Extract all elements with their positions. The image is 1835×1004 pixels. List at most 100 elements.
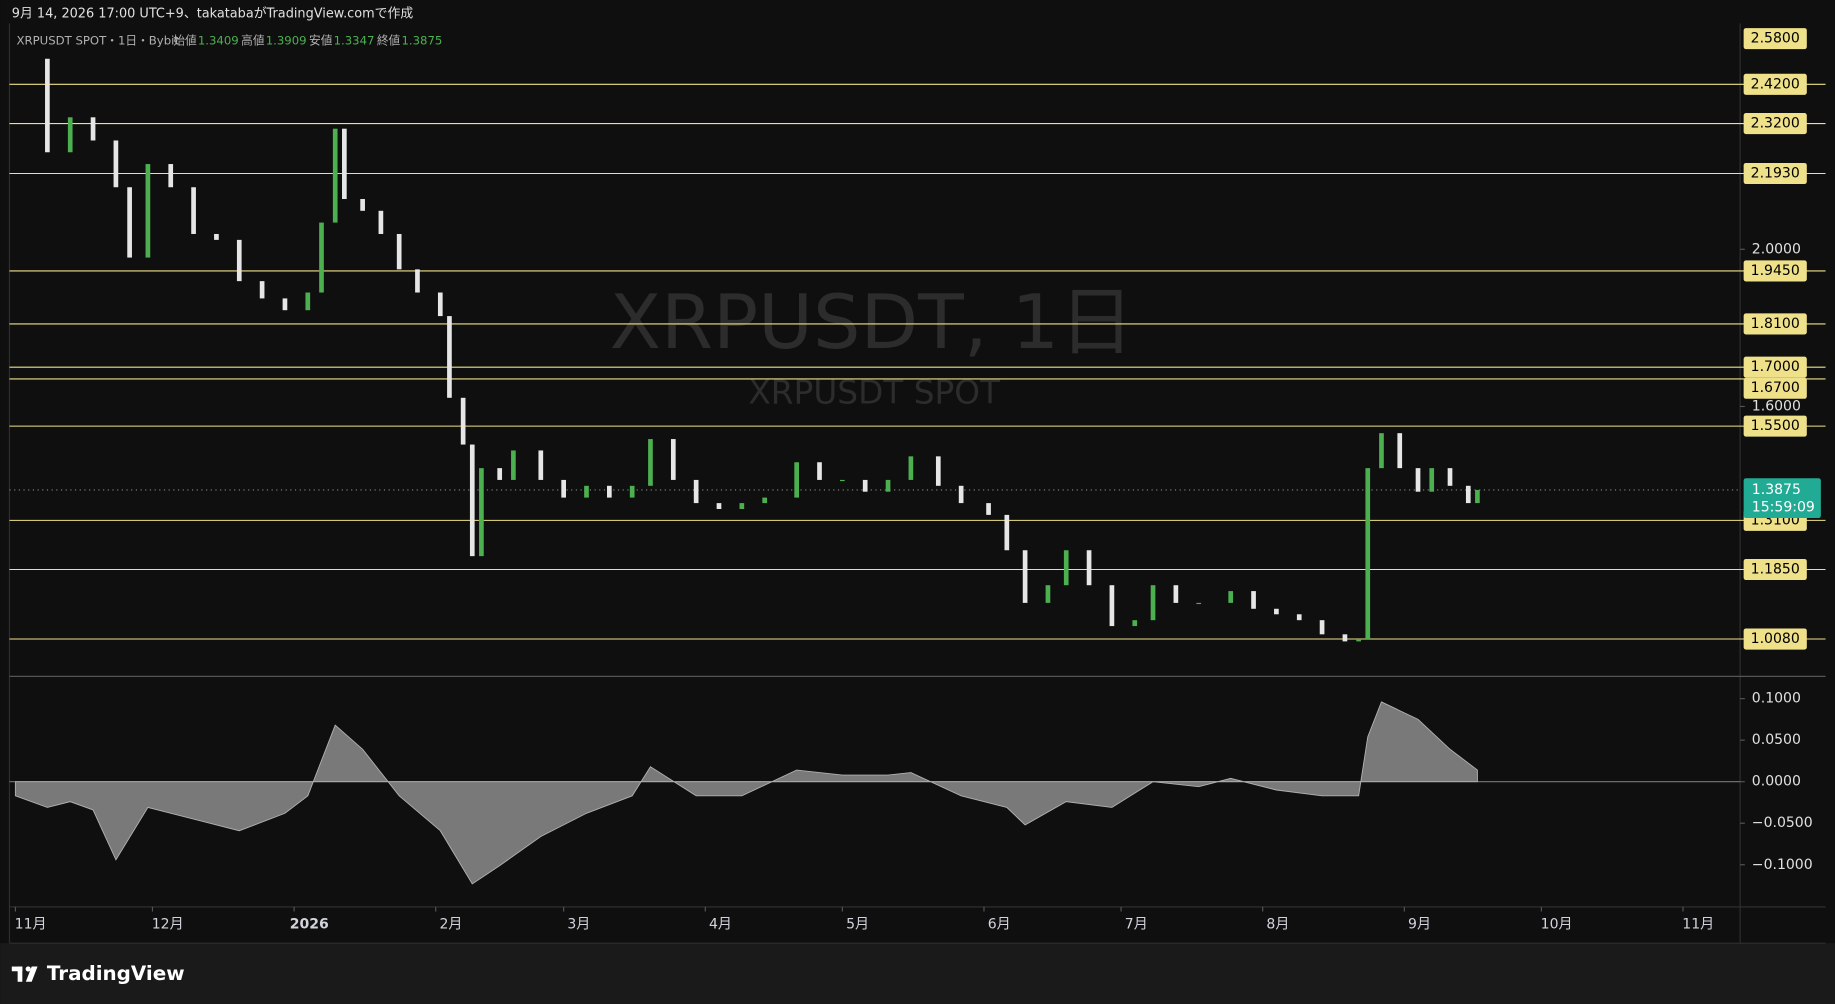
logo-part [25, 966, 31, 972]
level-label-box [1743, 73, 1807, 95]
candle [1022, 550, 1028, 603]
candle [1173, 585, 1179, 603]
candle [1296, 614, 1302, 621]
level-label: 1.1850 [1751, 561, 1800, 577]
candle [1045, 585, 1051, 603]
level-label-box [1743, 260, 1807, 282]
candle [378, 210, 384, 234]
candle [1429, 468, 1435, 492]
legend-field-value: 1.3909 [266, 33, 307, 47]
candle [885, 479, 891, 492]
candle [1447, 468, 1453, 486]
candle [670, 439, 676, 480]
candle [437, 292, 443, 317]
candle [817, 462, 822, 480]
candle [1397, 433, 1403, 469]
last-price-countdown: 15:59:09 [1752, 499, 1815, 515]
candle [1475, 489, 1480, 504]
level-label: 2.5800 [1751, 31, 1800, 47]
candle [113, 140, 119, 188]
candle [396, 233, 402, 270]
x-tick-label: 10月 [1541, 916, 1573, 932]
candle [90, 117, 96, 141]
y-tick-label: 0.0500 [1752, 732, 1801, 748]
x-tick-label: 4月 [709, 916, 732, 932]
candle [538, 450, 544, 480]
candle [1086, 550, 1092, 586]
y-tick-label: 0.1000 [1752, 691, 1801, 707]
candle [447, 316, 452, 398]
level-label: 2.4200 [1751, 76, 1800, 92]
legend-field-value: 1.3409 [198, 33, 239, 47]
candle [629, 485, 635, 498]
x-tick-label: 7月 [1125, 916, 1148, 932]
candle [259, 281, 265, 299]
candle [1274, 608, 1279, 615]
candle [45, 58, 50, 153]
level-label-box [1743, 28, 1807, 50]
candle [716, 503, 722, 509]
level-label: 1.6700 [1751, 380, 1800, 396]
candle [1251, 591, 1256, 609]
candle [1319, 620, 1325, 635]
x-tick-label: 2月 [439, 916, 462, 932]
watermark-subtitle: XRPUSDT SPOT [748, 373, 1001, 411]
oscillator-area [14, 701, 1478, 885]
footer-bar [0, 943, 1835, 1004]
x-tick-label: 2026 [290, 916, 329, 932]
candle [908, 456, 914, 480]
candle [145, 164, 151, 258]
brand-logo [11, 966, 38, 982]
candle [1356, 639, 1361, 642]
candle [794, 462, 800, 498]
candle [693, 479, 699, 504]
logo-part [17, 966, 23, 982]
candle [862, 479, 868, 492]
candle [1415, 468, 1421, 492]
x-tick-label: 5月 [846, 916, 869, 932]
level-label-box [1743, 313, 1807, 335]
logo-part [25, 966, 38, 982]
candle [236, 239, 242, 282]
logo-part [11, 966, 23, 972]
level-label: 2.1930 [1751, 165, 1800, 181]
candle [460, 397, 466, 445]
candle [958, 485, 964, 504]
x-tick-label: 9月 [1408, 916, 1431, 932]
y-tick-label: −0.0500 [1752, 815, 1813, 831]
level-label: 1.7000 [1751, 359, 1800, 375]
candle [1150, 585, 1156, 621]
x-tick-label: 8月 [1266, 916, 1289, 932]
legend-field-value: 1.3875 [401, 33, 442, 47]
candle [935, 456, 941, 486]
candle [282, 298, 288, 311]
candle [762, 497, 768, 504]
level-label: 2.3200 [1751, 116, 1800, 132]
candle [648, 439, 653, 486]
candle [739, 503, 745, 509]
candle [1004, 514, 1010, 551]
candle [1196, 602, 1202, 605]
candle [469, 444, 475, 557]
x-tick-label: 11月 [1682, 916, 1714, 932]
level-label-box [1743, 558, 1807, 581]
candle [415, 269, 420, 293]
brand-name: TradingView [47, 962, 185, 985]
candle [561, 479, 566, 498]
candle [511, 450, 516, 480]
legend-field-value: 1.3347 [334, 33, 375, 47]
level-label-box [1743, 628, 1807, 650]
candle [497, 468, 503, 480]
candle [1342, 634, 1348, 642]
level-label: 1.8100 [1751, 316, 1800, 332]
y-tick-label: −0.1000 [1752, 857, 1813, 873]
level-label-box [1743, 162, 1807, 185]
candle [1228, 591, 1234, 603]
candle [584, 485, 589, 498]
candle [1063, 550, 1069, 586]
candle [1379, 433, 1384, 469]
header-caption: 9月 14, 2026 17:00 UTC+9、takatabaがTrading… [12, 7, 414, 22]
